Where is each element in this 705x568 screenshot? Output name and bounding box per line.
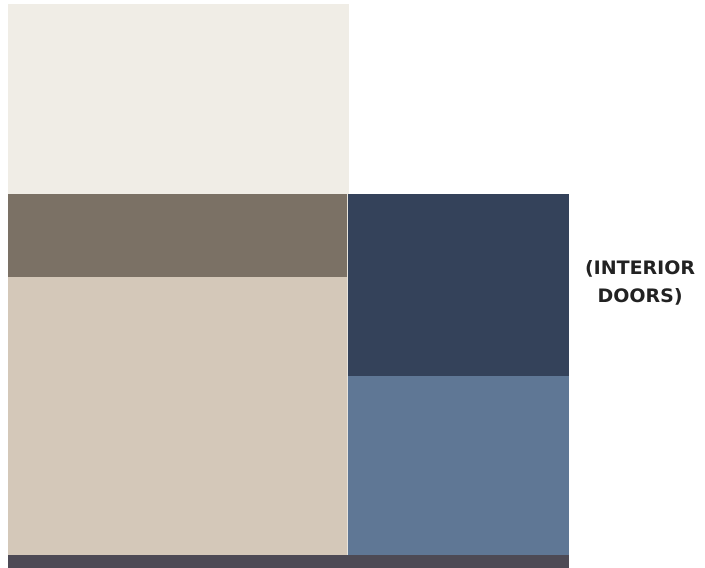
label-line-2: DOORS): [597, 285, 683, 307]
label-line-1: (INTERIOR: [584, 257, 696, 279]
beige-swatch: [8, 277, 347, 555]
swatch-divider: [347, 194, 348, 555]
taupe-swatch: [8, 194, 347, 277]
navy-swatch: [347, 194, 569, 376]
slate-blue-swatch: [347, 376, 569, 555]
interior-doors-label: (INTERIOR DOORS): [578, 254, 702, 310]
charcoal-swatch: [8, 555, 569, 568]
cream-swatch: [8, 4, 349, 194]
